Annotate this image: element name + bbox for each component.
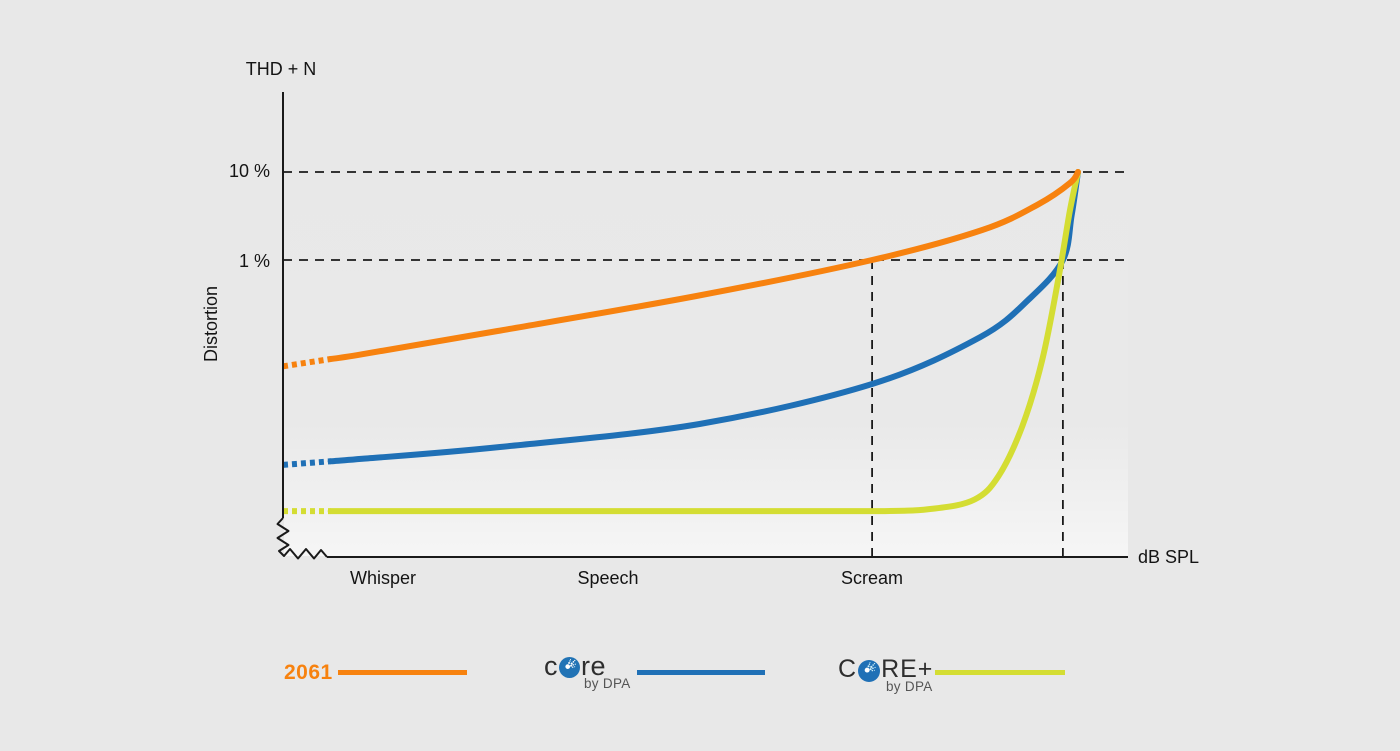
core-logo-text-start: c bbox=[544, 651, 558, 681]
core-plus-logo-text-end: RE+ bbox=[881, 655, 934, 683]
legend-swatch-core bbox=[637, 670, 765, 675]
plot-area-gradient bbox=[284, 92, 1128, 556]
x-category-whisper: Whisper bbox=[349, 568, 416, 588]
axis-break-zigzag bbox=[276, 517, 328, 560]
x-category-speech: Speech bbox=[577, 568, 639, 588]
core-plus-logo-subtext: by DPA bbox=[886, 679, 933, 694]
y-tick-10-percent: 10 % bbox=[228, 161, 270, 181]
dashed-guide-lines bbox=[283, 171, 1127, 557]
x-axis-title: dB SPL bbox=[1138, 547, 1200, 567]
core-by-dpa-logo: c re bbox=[544, 651, 606, 682]
core-plus-by-dpa-logo: C RE+ bbox=[838, 655, 933, 684]
core-logo-capsule-icon bbox=[559, 657, 580, 678]
chart-title: THD + N bbox=[245, 59, 317, 79]
series-curves bbox=[282, 169, 1081, 515]
y-tick-1-percent: 1 % bbox=[238, 251, 270, 271]
core-plus-logo-text-start: C bbox=[838, 655, 858, 683]
core-plus-logo-capsule-icon bbox=[858, 659, 881, 682]
core-logo-text-end: re bbox=[581, 651, 607, 681]
core-logo-subtext: by DPA bbox=[584, 676, 631, 691]
x-category-scream: Scream bbox=[840, 568, 903, 588]
legend-swatch-2061 bbox=[338, 670, 467, 675]
legend-label-2061: 2061 bbox=[284, 661, 333, 684]
y-axis-title: Distortion bbox=[200, 285, 221, 363]
legend-swatch-core-plus bbox=[935, 670, 1065, 675]
